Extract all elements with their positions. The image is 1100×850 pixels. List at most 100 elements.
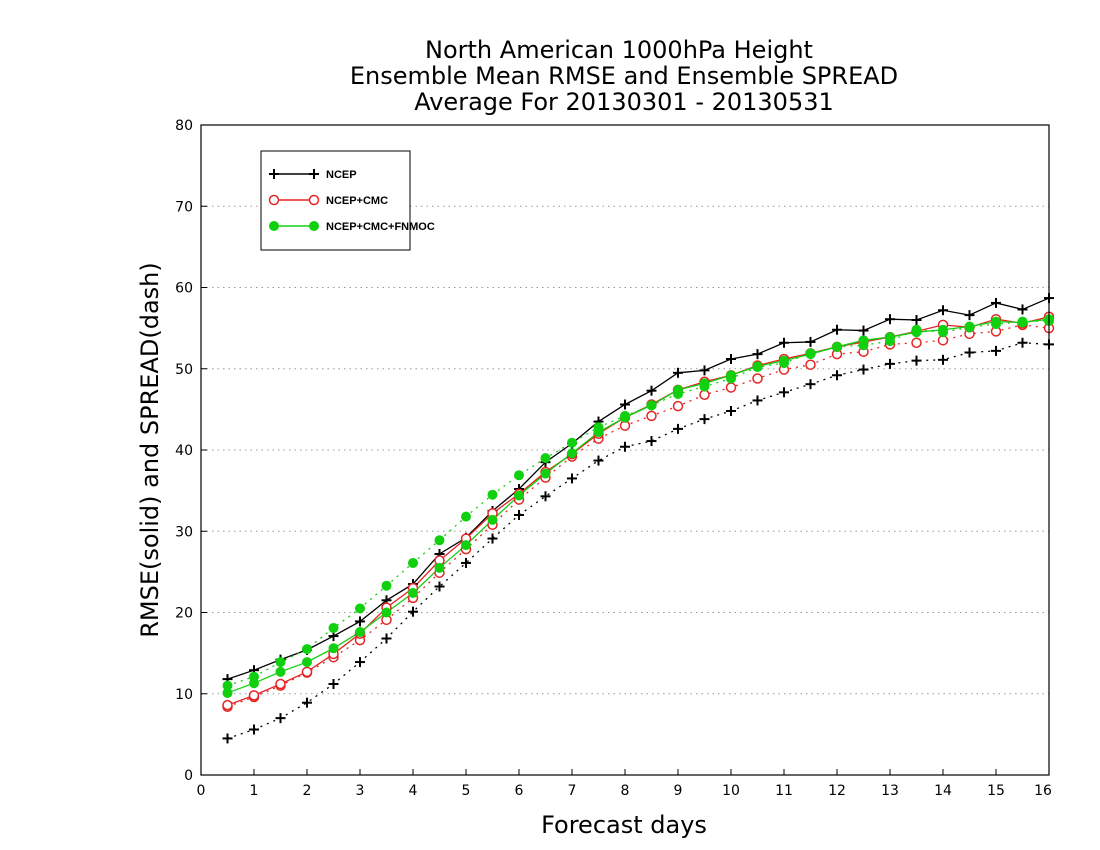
series-layer	[222, 293, 1055, 744]
series-ncep-cmc-fnmoc-rmse-point-23	[832, 341, 842, 352]
series-ncep-cmc-fnmoc-spread-point-9	[461, 511, 471, 522]
series-ncep-cmc-fnmoc-spread-point-7	[408, 557, 418, 568]
series-ncep-spread-point-26	[911, 355, 922, 366]
series-ncep-cmc-rmse-line	[227, 316, 1050, 706]
series-ncep-spread-point-29	[991, 345, 1001, 356]
series-ncep-cmc-fnmoc-rmse-point-18	[699, 378, 710, 389]
series-ncep-cmc-fnmoc-rmse-point-26	[911, 327, 922, 338]
series-ncep-cmc-rmse-point-1	[248, 690, 260, 701]
y-axis-label: RMSE(solid) and SPREAD(dash)	[136, 262, 164, 638]
series-ncep-spread-point-8	[434, 581, 445, 592]
series-ncep-cmc-rmse-point-0	[222, 699, 233, 711]
series-ncep-spread-point-4	[328, 679, 339, 689]
series-ncep-cmc-spread-point-22	[805, 359, 816, 370]
series-ncep-cmc-fnmoc-rmse-point-13	[567, 448, 577, 459]
y-tick-label-50: 50	[175, 362, 193, 378]
series-ncep-cmc-fnmoc-rmse-point-10	[487, 514, 498, 525]
series-ncep-cmc-rmse-point-2	[275, 678, 286, 690]
legend-marker-right-ncep-cmc-fnmoc	[309, 221, 319, 231]
legend-marker-left-ncep-cmc-fnmoc	[269, 221, 279, 231]
series-ncep-cmc-fnmoc-rmse-point-28	[964, 321, 975, 332]
series-ncep-cmc-spread-point-20	[752, 373, 763, 384]
series-ncep-spread-point-9	[461, 557, 471, 568]
series-ncep-spread-point-22	[805, 379, 816, 390]
series-ncep-rmse-point-18	[699, 365, 710, 376]
x-tick-label-9: 9	[674, 783, 683, 799]
series-ncep-cmc-spread-point-19	[725, 382, 737, 393]
series-ncep-cmc-fnmoc-rmse-point-12	[540, 468, 551, 479]
x-tick-label-11: 11	[775, 783, 793, 799]
series-ncep-rmse-point-28	[964, 310, 975, 321]
legend-marker-right-ncep-cmc	[308, 194, 320, 206]
series-ncep-rmse-point-20	[752, 349, 763, 360]
series-ncep-cmc-spread-point-26	[911, 337, 922, 348]
title-line-3: Average For 20130301 - 20130531	[414, 88, 834, 116]
x-tick-label-1: 1	[250, 783, 259, 799]
legend-marker-left-ncep-cmc	[268, 194, 280, 206]
series-ncep-cmc-fnmoc-spread-point-2	[275, 657, 286, 668]
y-tick-label-0: 0	[184, 768, 193, 784]
series-ncep-spread-point-13	[567, 473, 577, 484]
series-ncep-cmc-fnmoc-rmse-point-11	[514, 490, 524, 501]
x-tick-label-8: 8	[621, 783, 630, 799]
series-ncep-spread-point-30	[1017, 337, 1028, 348]
series-ncep-cmc-fnmoc-rmse-point-20	[752, 361, 763, 372]
series-ncep-spread-point-20	[752, 395, 763, 406]
series-ncep-rmse-line	[227, 297, 1050, 680]
series-ncep-rmse-point-23	[832, 324, 842, 335]
series-ncep-cmc-spread-point-16	[646, 410, 657, 422]
series-ncep-cmc-fnmoc-rmse-point-29	[991, 316, 1001, 327]
series-ncep-rmse-point-15	[620, 399, 630, 410]
series-ncep-cmc-fnmoc-rmse-point-5	[355, 627, 365, 637]
legend-label-ncep-cmc: NCEP+CMC	[326, 195, 388, 207]
series-ncep-spread-point-5	[355, 657, 365, 668]
legend-label-ncep: NCEP	[326, 169, 357, 181]
series-ncep-spread-point-17	[673, 423, 683, 434]
x-tick-label-16: 16	[1034, 783, 1052, 799]
x-tick-label-3: 3	[356, 783, 365, 799]
series-ncep-cmc-fnmoc-spread-point-8	[434, 535, 445, 546]
series-ncep-cmc-fnmoc-rmse-point-3	[302, 657, 312, 668]
legend-label-ncep-cmc-fnmoc: NCEP+CMC+FNMOC	[326, 221, 435, 233]
series-ncep-cmc-fnmoc-rmse-point-30	[1017, 317, 1028, 328]
series-ncep-cmc-fnmoc-rmse-point-16	[646, 400, 657, 411]
title-line-1: North American 1000hPa Height	[425, 36, 813, 64]
series-ncep-rmse-point-5	[355, 616, 365, 627]
series-ncep-cmc-fnmoc-rmse-point-19	[726, 370, 736, 381]
series-ncep-spread-point-27	[938, 354, 948, 365]
y-tick-label-20: 20	[175, 606, 193, 622]
series-ncep-spread-point-11	[514, 510, 524, 520]
series-ncep-cmc-fnmoc-rmse-point-1	[249, 678, 259, 689]
series-ncep-cmc-fnmoc-rmse-point-0	[222, 687, 233, 698]
series-ncep-cmc-fnmoc-rmse-point-2	[275, 666, 286, 677]
series-ncep-spread-point-14	[593, 455, 604, 466]
series-ncep-cmc-fnmoc-rmse-point-6	[381, 607, 392, 618]
x-tick-label-5: 5	[462, 783, 471, 799]
series-ncep-cmc-fnmoc-spread-point-13	[567, 437, 577, 448]
x-tick-label-0: 0	[197, 783, 206, 799]
x-tick-label-13: 13	[881, 783, 899, 799]
series-ncep-spread-point-12	[540, 491, 551, 502]
series-ncep-cmc-fnmoc-rmse-point-21	[779, 355, 789, 366]
legend-marker-left-ncep	[269, 169, 279, 179]
series-ncep-spread-point-24	[858, 364, 869, 375]
series-ncep-rmse-point-16	[646, 385, 657, 396]
series-ncep-spread-point-1	[249, 724, 259, 735]
series-ncep-cmc-spread-line	[227, 324, 1050, 708]
axis-ticks: 0 1 2 3 4 5 6 7 8 9 10 11 12 13 14 15 160102030405060708…	[175, 118, 1052, 799]
series-ncep-spread-point-21	[779, 387, 789, 398]
series-ncep-rmse-point-24	[858, 325, 869, 336]
series-ncep-cmc-fnmoc-rmse-point-22	[805, 349, 816, 360]
series-ncep-cmc-fnmoc-spread-line	[227, 320, 1050, 687]
series-ncep-spread-point-18	[699, 414, 710, 425]
series-ncep-cmc-fnmoc-spread-point-10	[487, 489, 498, 500]
y-tick-label-40: 40	[175, 443, 193, 459]
x-tick-label-10: 10	[722, 783, 740, 799]
series-ncep-cmc-fnmoc-rmse-point-15	[620, 412, 630, 423]
series-ncep-rmse-point-19	[726, 354, 736, 364]
series-ncep-cmc-fnmoc-rmse-point-17	[673, 384, 683, 395]
series-ncep-spread-point-28	[964, 347, 975, 358]
series-ncep-cmc-fnmoc-rmse-point-24	[858, 335, 869, 346]
series-ncep-spread-line	[227, 342, 1050, 740]
